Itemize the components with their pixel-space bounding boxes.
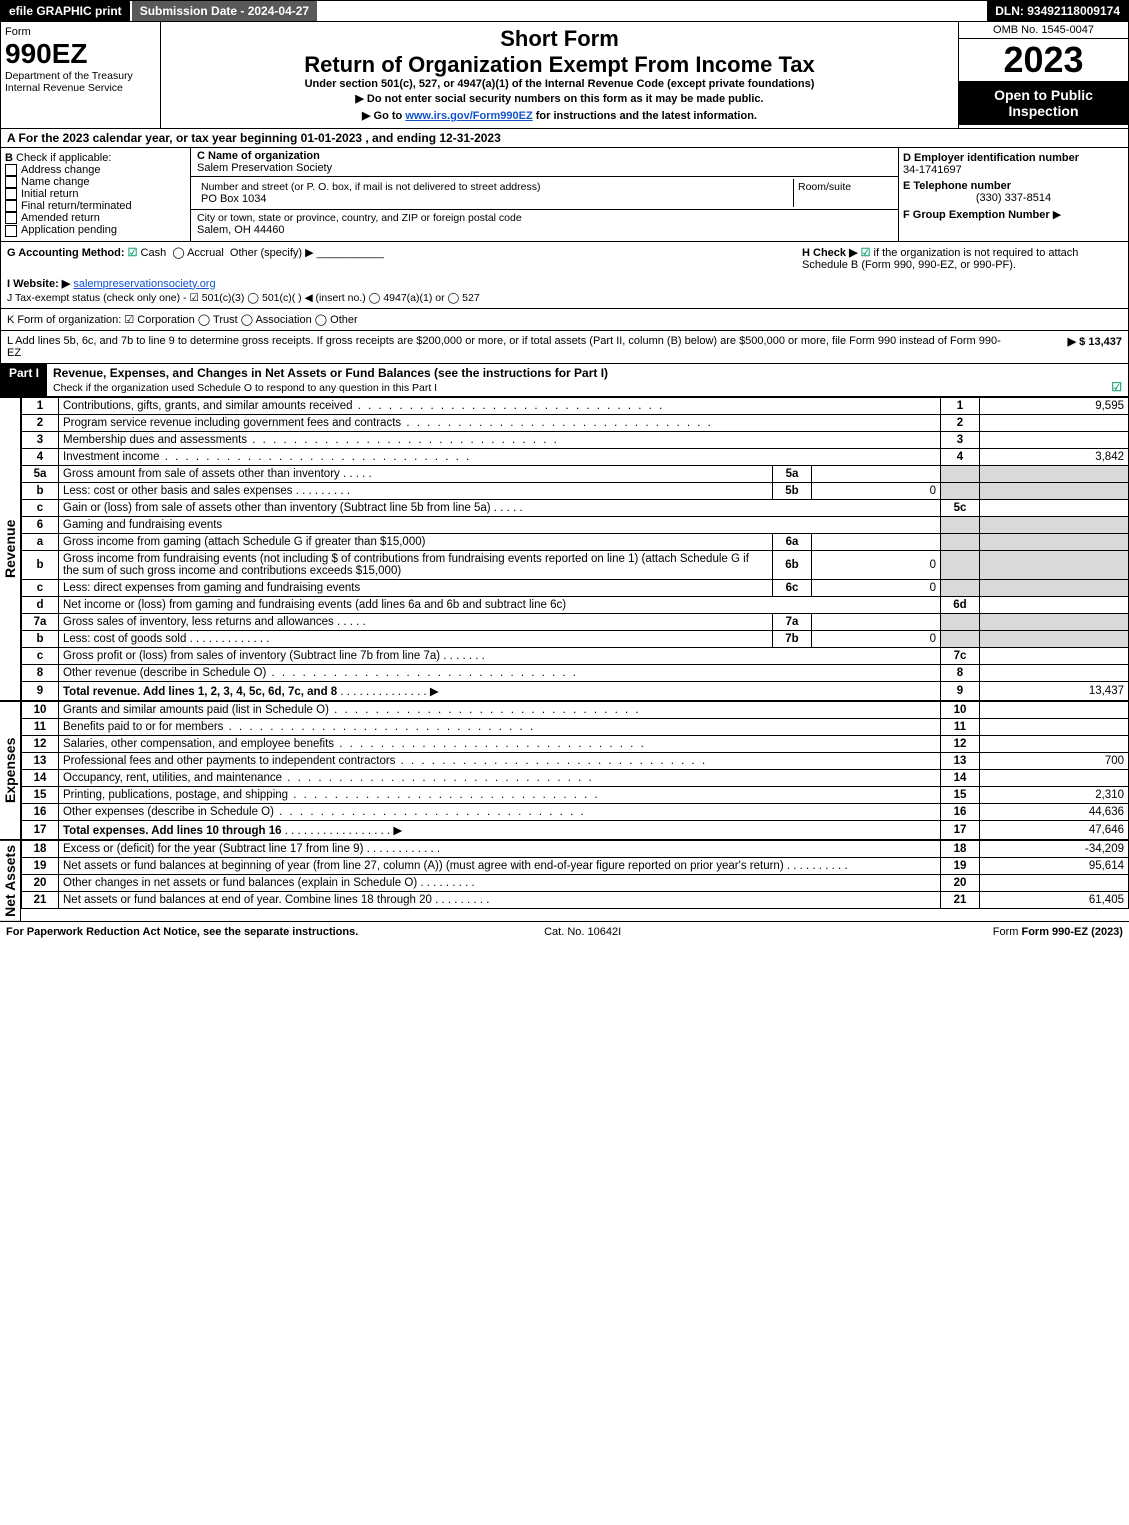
bcdef-grid: B Check if applicable: Address change Na… (0, 148, 1129, 242)
top-bar: efile GRAPHIC print Submission Date - 20… (0, 0, 1129, 22)
street-address: PO Box 1034 (201, 193, 266, 205)
checkbox-name-change[interactable] (5, 176, 17, 188)
total-expenses: 47,646 (980, 820, 1129, 839)
ein: 34-1741697 (903, 164, 1124, 176)
open-inspection: Open to Public Inspection (959, 81, 1128, 125)
irs-link[interactable]: www.irs.gov/Form990EZ (405, 110, 532, 122)
expenses-table: 10Grants and similar amounts paid (list … (21, 701, 1129, 840)
box-g-h: G Accounting Method: ☑ Cash ◯ Accrual Ot… (0, 242, 1129, 309)
city-state-zip: Salem, OH 44460 (197, 224, 284, 236)
line21-amt: 61,405 (980, 891, 1129, 908)
c-label: C Name of organization (197, 150, 320, 162)
checkbox-amended[interactable] (5, 212, 17, 224)
box-k: K Form of organization: ☑ Corporation ◯ … (0, 309, 1129, 331)
website-link[interactable]: salempreservationsociety.org (73, 278, 215, 290)
main-title: Return of Organization Exempt From Incom… (167, 52, 952, 78)
short-form-label: Short Form (167, 26, 952, 52)
cat-no: Cat. No. 10642I (544, 926, 621, 938)
total-revenue: 13,437 (980, 681, 1129, 700)
net-assets-table: 18Excess or (deficit) for the year (Subt… (21, 840, 1129, 909)
i-label: I Website: ▶ (7, 278, 70, 290)
d-label: D Employer identification number (903, 152, 1124, 164)
checkbox-application-pending[interactable] (5, 225, 17, 237)
efile-label: efile GRAPHIC print (1, 1, 130, 21)
e-label: E Telephone number (903, 180, 1124, 192)
submission-date: Submission Date - 2024-04-27 (130, 1, 317, 21)
line13-amt: 700 (980, 752, 1129, 769)
box-l: L Add lines 5b, 6c, and 7b to line 9 to … (0, 331, 1129, 364)
dept: Department of the Treasury (5, 70, 156, 82)
checkbox-address-change[interactable] (5, 164, 17, 176)
part1-tag: Part I (1, 364, 47, 396)
checkbox-final-return[interactable] (5, 200, 17, 212)
goto-line: Go to www.irs.gov/Form990EZ for instruct… (167, 107, 952, 124)
f-label: F Group Exemption Number (903, 209, 1050, 221)
footer-left: For Paperwork Reduction Act Notice, see … (6, 926, 358, 938)
tax-year: 2023 (959, 39, 1128, 81)
netassets-side-label: Net Assets (0, 840, 21, 922)
revenue-side-label: Revenue (0, 397, 21, 701)
revenue-section: Revenue 1Contributions, gifts, grants, a… (0, 397, 1129, 701)
telephone: (330) 337-8514 (903, 192, 1124, 204)
footer-right: Form Form 990-EZ (2023) (993, 926, 1123, 938)
part1-header: Part I Revenue, Expenses, and Changes in… (0, 364, 1129, 397)
box-h: H Check ▶ ☑ if the organization is not r… (802, 246, 1122, 271)
check-icon: ☑ (128, 247, 138, 259)
line1-amt: 9,595 (980, 397, 1129, 414)
line4-amt: 3,842 (980, 448, 1129, 465)
form-word: Form (5, 26, 156, 38)
dln: DLN: 93492118009174 (987, 1, 1128, 21)
revenue-table: 1Contributions, gifts, grants, and simil… (21, 397, 1129, 701)
irs: Internal Revenue Service (5, 82, 156, 94)
form-header: Form 990EZ Department of the Treasury In… (0, 22, 1129, 129)
line-num: 1 (22, 397, 59, 414)
form-number: 990EZ (5, 38, 156, 70)
checkbox-initial-return[interactable] (5, 188, 17, 200)
line15-amt: 2,310 (980, 786, 1129, 803)
g-label: G Accounting Method: (7, 247, 125, 259)
box-def: D Employer identification number 34-1741… (898, 148, 1128, 241)
line16-amt: 44,636 (980, 803, 1129, 820)
net-assets-section: Net Assets 18Excess or (deficit) for the… (0, 840, 1129, 922)
box-j: J Tax-exempt status (check only one) - ☑… (7, 292, 1122, 304)
line18-amt: -34,209 (980, 840, 1129, 857)
line19-amt: 95,614 (980, 857, 1129, 874)
expenses-side-label: Expenses (0, 701, 21, 840)
section-a: A For the 2023 calendar year, or tax yea… (0, 129, 1129, 148)
part1-title: Revenue, Expenses, and Changes in Net As… (53, 366, 608, 380)
subtitle: Under section 501(c), 527, or 4947(a)(1)… (167, 78, 952, 90)
room-suite-label: Room/suite (794, 179, 892, 207)
page-footer: For Paperwork Reduction Act Notice, see … (0, 921, 1129, 942)
org-name: Salem Preservation Society (197, 162, 332, 174)
part1-sub: Check if the organization used Schedule … (53, 382, 437, 394)
gross-receipts: ▶ $ 13,437 (1002, 335, 1122, 359)
ssn-warning: Do not enter social security numbers on … (167, 90, 952, 107)
addr-label: Number and street (or P. O. box, if mail… (201, 181, 540, 193)
expenses-section: Expenses 10Grants and similar amounts pa… (0, 701, 1129, 840)
schedule-o-check-icon: ☑ (1111, 380, 1122, 394)
omb-number: OMB No. 1545-0047 (959, 22, 1128, 39)
city-label: City or town, state or province, country… (197, 212, 522, 224)
box-b: B Check if applicable: Address change Na… (1, 148, 191, 241)
box-c: C Name of organization Salem Preservatio… (191, 148, 898, 241)
